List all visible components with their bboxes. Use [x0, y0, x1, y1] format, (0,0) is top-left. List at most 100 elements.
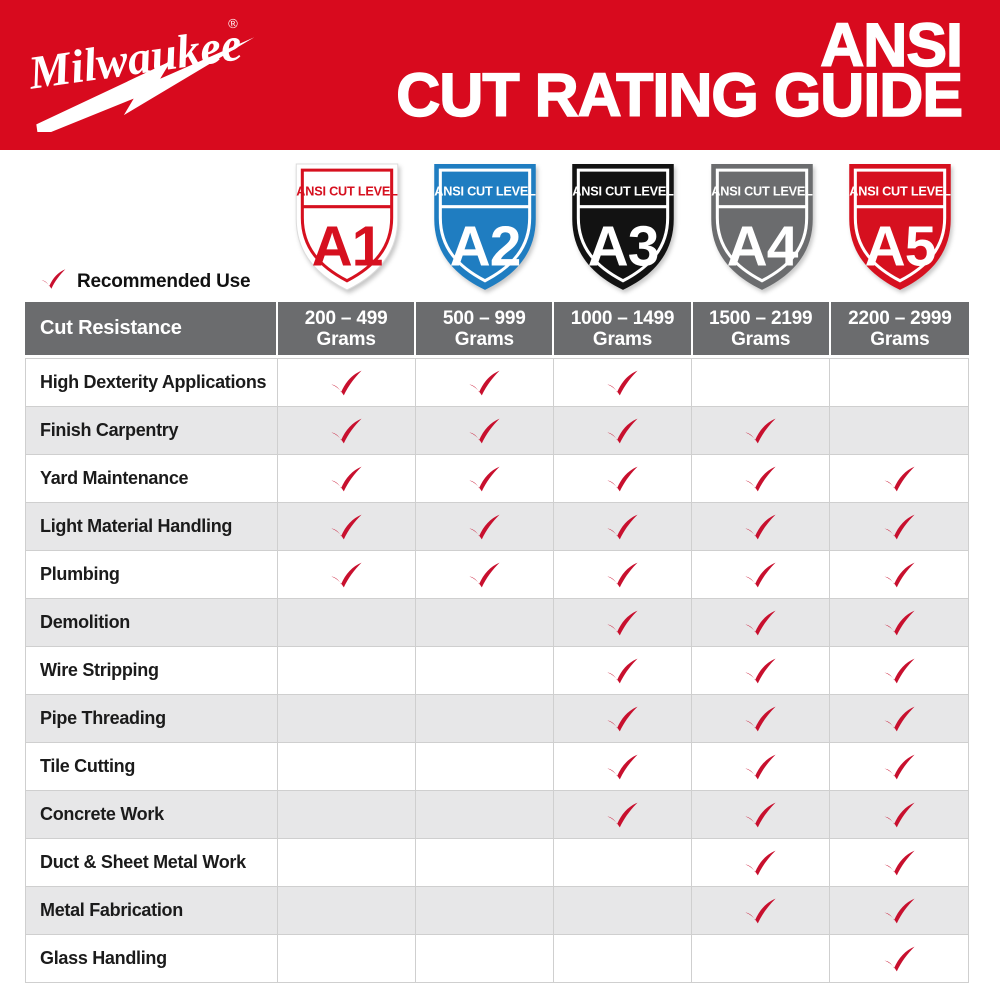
check-icon — [745, 706, 776, 731]
row-label: Metal Fabrication — [26, 887, 278, 934]
milwaukee-logo: Milwaukee ® — [26, 15, 255, 132]
check-icon — [331, 466, 362, 491]
check-icon — [607, 562, 638, 587]
check-icon — [607, 754, 638, 779]
check-icon — [883, 466, 915, 491]
check-cell — [416, 551, 554, 598]
header-banner: Milwaukee ® ANSI CUT RATING GUIDE — [0, 0, 1000, 150]
check-cell — [692, 407, 830, 454]
empty-cell — [692, 935, 830, 982]
check-cell — [554, 695, 692, 742]
ansi-cut-level-badge-a4: ANSI CUT LEVEL A4 — [710, 164, 813, 290]
empty-cell — [554, 887, 692, 934]
row-label: High Dexterity Applications — [26, 359, 278, 406]
check-icon — [745, 754, 776, 779]
empty-cell — [278, 599, 416, 646]
table-row: Light Material Handling — [26, 502, 968, 550]
check-cell — [554, 359, 692, 406]
ansi-cut-level-badge-a1: ANSI CUT LEVEL A1 — [295, 163, 398, 291]
check-icon — [745, 514, 776, 539]
ansi-cut-level-badge-a5: ANSI CUT LEVEL A5 — [849, 164, 951, 290]
legend: Recommended Use — [40, 268, 251, 295]
check-cell — [554, 599, 692, 646]
check-cell — [830, 935, 968, 982]
check-icon — [469, 466, 500, 491]
column-range: 2200 – 2999 — [848, 307, 952, 329]
check-icon — [41, 269, 66, 289]
check-icon — [745, 850, 776, 875]
empty-cell — [416, 695, 554, 742]
row-label: Concrete Work — [26, 791, 278, 838]
check-cell — [416, 503, 554, 550]
check-icon — [607, 706, 638, 731]
check-icon — [883, 898, 915, 923]
empty-cell — [416, 647, 554, 694]
check-cell — [830, 839, 968, 886]
check-cell — [416, 407, 554, 454]
row-label: Light Material Handling — [26, 503, 278, 550]
column-unit: Grams — [870, 328, 930, 350]
row-label: Wire Stripping — [26, 647, 278, 694]
check-icon — [607, 514, 638, 539]
check-cell — [278, 551, 416, 598]
table-row: Metal Fabrication — [26, 886, 968, 934]
shield-label: ANSI CUT LEVEL — [573, 185, 675, 199]
empty-cell — [278, 935, 416, 982]
table-row: Yard Maintenance — [26, 454, 968, 502]
empty-cell — [278, 839, 416, 886]
check-cell — [692, 503, 830, 550]
registered-trademark-icon: ® — [227, 15, 239, 31]
empty-cell — [554, 935, 692, 982]
column-unit: Grams — [316, 328, 376, 350]
table-row: Glass Handling — [26, 934, 968, 982]
check-cell — [830, 599, 968, 646]
check-cell — [278, 455, 416, 502]
shield-row: ANSI CUT LEVEL A1 ANSI CUT LEVEL A2 ANSI… — [278, 162, 969, 296]
shield-level: A5 — [865, 216, 936, 279]
empty-cell — [278, 887, 416, 934]
empty-cell — [278, 695, 416, 742]
column-unit: Grams — [454, 328, 514, 350]
check-icon — [883, 850, 915, 875]
empty-cell — [554, 839, 692, 886]
check-cell — [692, 647, 830, 694]
check-cell — [278, 503, 416, 550]
check-icon — [745, 418, 776, 443]
shield-label: ANSI CUT LEVEL — [296, 185, 398, 199]
empty-cell — [416, 839, 554, 886]
empty-cell — [416, 599, 554, 646]
check-icon — [745, 802, 776, 827]
check-cell — [278, 407, 416, 454]
check-cell — [692, 695, 830, 742]
check-icon — [331, 370, 362, 395]
title-line-2: CUT RATING GUIDE — [396, 61, 964, 129]
check-cell — [830, 647, 968, 694]
check-cell — [692, 887, 830, 934]
check-cell — [416, 455, 554, 502]
row-label: Glass Handling — [26, 935, 278, 982]
check-cell — [830, 887, 968, 934]
column-unit: Grams — [731, 328, 791, 350]
check-icon — [607, 610, 638, 635]
check-cell — [554, 407, 692, 454]
legend-label: Recommended Use — [77, 270, 251, 292]
check-cell — [554, 503, 692, 550]
lightning-bolt-icon — [36, 37, 255, 132]
check-cell — [692, 455, 830, 502]
shield-level: A4 — [726, 216, 798, 279]
column-range: 500 – 999 — [442, 307, 526, 329]
check-icon — [883, 706, 915, 731]
check-icon — [883, 514, 915, 539]
empty-cell — [278, 647, 416, 694]
column-header: 1500 – 2199 Grams — [692, 302, 831, 355]
check-icon — [331, 514, 362, 539]
check-cell — [830, 791, 968, 838]
column-header: 1000 – 1499 Grams — [554, 302, 693, 355]
table-row: Duct & Sheet Metal Work — [26, 838, 968, 886]
ansi-cut-level-badge-a2: ANSI CUT LEVEL A2 — [434, 164, 537, 290]
table-body: High Dexterity Applications Finish Carpe… — [25, 358, 969, 983]
check-icon — [607, 802, 638, 827]
check-cell — [554, 647, 692, 694]
check-cell — [830, 695, 968, 742]
